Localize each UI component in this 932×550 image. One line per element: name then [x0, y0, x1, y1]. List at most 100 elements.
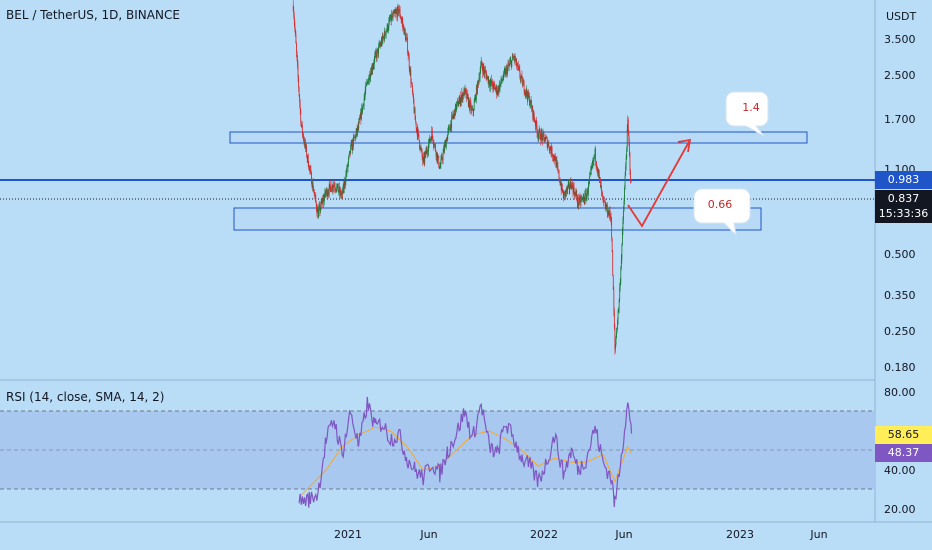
candle-body: [465, 90, 467, 92]
candle-body: [395, 11, 397, 13]
candle-body: [429, 139, 431, 143]
candle-body: [574, 192, 576, 197]
candle-body: [300, 122, 302, 127]
price-tick: 0.180: [884, 361, 916, 374]
callout-bubble-up[interactable]: [725, 91, 769, 137]
candle-body: [490, 80, 492, 83]
candle-body: [608, 211, 609, 216]
candle-body: [543, 133, 545, 138]
candle-body: [533, 116, 535, 121]
candle-body: [511, 56, 513, 60]
candle-body: [467, 94, 469, 97]
candle-body: [448, 128, 449, 131]
candle-body: [367, 81, 369, 84]
candle-body: [452, 116, 454, 117]
candle-body: [347, 162, 349, 168]
candle-body: [368, 79, 369, 84]
candle-body: [434, 144, 435, 146]
candle-body: [553, 155, 555, 159]
candle-body: [588, 180, 590, 183]
price-tick: 2.500: [884, 69, 916, 82]
candle-body: [589, 176, 591, 181]
candle-body: [310, 169, 312, 173]
projection-arrow-path[interactable]: [627, 139, 691, 228]
rsi-title: RSI (14, close, SMA, 14, 2): [6, 390, 165, 404]
candle-body: [443, 148, 445, 151]
candle-body: [500, 83, 501, 85]
candle-body: [564, 191, 565, 193]
resistance-zone[interactable]: [229, 131, 808, 144]
candle-body: [532, 106, 534, 118]
candle-body: [578, 203, 580, 206]
candle-body: [595, 161, 597, 164]
candle-body: [572, 183, 573, 187]
candle-body: [406, 37, 407, 39]
candle-body: [397, 6, 399, 8]
price-pane: [0, 0, 932, 523]
candle-body: [526, 94, 528, 100]
candle-body: [386, 30, 388, 32]
candle-body: [621, 244, 623, 260]
candle-body: [606, 204, 608, 210]
candle-body: [346, 165, 348, 174]
candle-body: [316, 209, 318, 213]
candle-body: [528, 91, 529, 97]
candle-body: [459, 96, 461, 101]
candle-body: [567, 186, 569, 191]
candle-body: [481, 60, 483, 66]
candle-body: [300, 109, 302, 123]
candle-body: [372, 67, 374, 71]
candle-body: [473, 110, 475, 112]
candle-body: [534, 120, 536, 123]
candle-body: [310, 169, 311, 171]
candle-body: [438, 156, 440, 167]
candle-body: [550, 146, 551, 150]
candle-body: [443, 148, 444, 153]
candle-body: [364, 91, 366, 96]
candle-body: [613, 290, 615, 312]
candle-body: [507, 67, 508, 75]
candle-body: [529, 104, 531, 106]
candle-body: [358, 119, 360, 123]
candle-body: [495, 86, 497, 90]
candle-body: [360, 113, 362, 120]
candle-body: [564, 191, 566, 196]
candle-body: [495, 89, 497, 91]
candle-body: [521, 75, 523, 78]
candle-body: [569, 187, 571, 189]
candle-body: [615, 343, 616, 350]
candle-body: [391, 14, 392, 21]
candle-body: [334, 184, 335, 188]
candle-body: [603, 198, 605, 201]
rsi-tick: 20.00: [884, 503, 916, 516]
candle-body: [436, 152, 438, 161]
candle-body: [581, 197, 583, 199]
candle-body: [307, 155, 309, 167]
candle-body: [415, 119, 417, 123]
candle-body: [363, 98, 365, 106]
rsi-sma-line: [298, 426, 632, 498]
candle-body: [503, 71, 505, 79]
candle-body: [359, 113, 361, 119]
candle-body: [613, 311, 615, 329]
candle-body: [327, 193, 328, 196]
candle-body: [424, 155, 426, 162]
candle-body: [581, 198, 582, 200]
support-zone[interactable]: [233, 207, 762, 231]
candle-body: [378, 46, 380, 54]
time-tick: 2022: [530, 528, 558, 541]
candle-body: [624, 188, 625, 202]
candle-body: [361, 108, 362, 120]
candle-body: [430, 138, 432, 141]
candle-body: [476, 87, 478, 94]
candle-body: [387, 24, 389, 31]
candle-body: [384, 30, 386, 35]
candle-body: [298, 87, 300, 96]
candle-body: [422, 159, 424, 161]
callout-bubble-down[interactable]: [693, 188, 751, 237]
candle-body: [376, 53, 377, 58]
candle-body: [344, 181, 346, 185]
candle-body: [414, 109, 415, 113]
candle-body: [601, 190, 603, 194]
candle-body: [610, 215, 611, 218]
